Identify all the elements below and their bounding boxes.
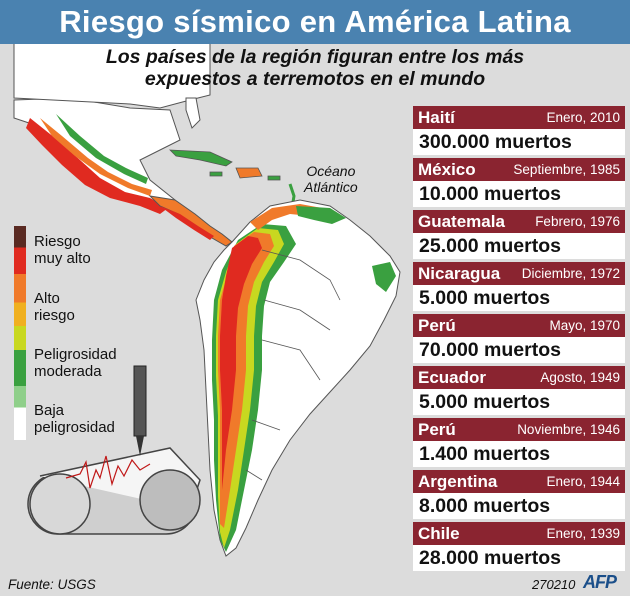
earthquake-date: Septiembre, 1985 [513,162,620,177]
earthquake-entry: México Septiembre, 1985 10.000 muertos [413,158,625,210]
earthquake-header: Perú Mayo, 1970 [413,314,625,337]
graphic-code: 270210 [532,577,576,592]
page-subtitle: Los países de la región figuran entre lo… [0,46,630,90]
earthquake-entry: Haití Enero, 2010 300.000 muertos [413,106,625,158]
country-borders [245,249,341,481]
earthquake-header: Haití Enero, 2010 [413,106,625,129]
earthquake-header: México Septiembre, 1985 [413,158,625,181]
earthquake-entry: Guatemala Febrero, 1976 25.000 muertos [413,210,625,262]
earthquake-country: Perú [418,315,456,335]
mexico-moderate-band [56,114,148,184]
earthquake-entry: Ecuador Agosto, 1949 5.000 muertos [413,366,625,418]
earthquake-deaths: 1.400 muertos [413,441,625,467]
earthquake-entry: Nicaragua Diciembre, 1972 5.000 muertos [413,262,625,314]
legend-swatch-moderate [14,326,26,386]
subtitle-line-2: expuestos a terremotos en el mundo [144,68,486,90]
legend-swatch-low [14,386,26,440]
central-america-risk [160,206,214,240]
brazil-east-tip [372,262,396,292]
earthquake-country: Argentina [418,471,498,491]
earthquake-header: Ecuador Agosto, 1949 [413,366,625,389]
earthquake-date: Diciembre, 1972 [521,266,620,281]
earthquake-country: México [418,159,476,179]
source-credit: Fuente: USGS [8,577,96,592]
earthquake-date: Enero, 1944 [546,474,620,489]
earthquake-deaths: 25.000 muertos [413,233,625,259]
earthquake-header: Chile Enero, 1939 [413,522,625,545]
central-america-landmass [148,195,233,247]
legend-item-very-high: Riesgo muy alto [34,233,91,267]
earthquake-date: Agosto, 1949 [540,370,620,385]
earthquake-country: Guatemala [418,211,505,231]
earthquake-header: Perú Noviembre, 1946 [413,418,625,441]
earthquake-date: Enero, 2010 [546,110,620,125]
earthquake-entry: Perú Noviembre, 1946 1.400 muertos [413,418,625,470]
legend-swatch-very-high [14,226,26,274]
earthquake-deaths: 10.000 muertos [413,181,625,207]
earthquake-deaths: 300.000 muertos [413,129,625,155]
legend-item-high: Alto riesgo [34,290,75,324]
earthquake-date: Febrero, 1976 [535,214,620,229]
earthquake-country: Perú [418,419,456,439]
ocean-label-line-2: Atlántico [304,179,358,195]
ocean-label: Océano Atlántico [304,163,358,195]
legend-item-moderate: Peligrosidad moderada [34,346,117,380]
mexico-risk-band [26,118,168,214]
page-title: Riesgo sísmico en América Latina [0,0,630,44]
earthquake-header: Argentina Enero, 1944 [413,470,625,493]
earthquake-country: Haití [418,107,455,127]
earthquake-entry: Perú Mayo, 1970 70.000 muertos [413,314,625,366]
hispaniola [235,167,263,179]
earthquake-deaths: 5.000 muertos [413,285,625,311]
earthquake-header: Nicaragua Diciembre, 1972 [413,262,625,285]
earthquake-deaths: 5.000 muertos [413,389,625,415]
earthquake-country: Ecuador [418,367,487,387]
legend-item-low: Baja peligrosidad [34,402,115,436]
puerto-rico [267,175,281,181]
earthquake-country: Chile [418,523,460,543]
andes-very-high-band [220,236,262,490]
seismograph-illustration [27,365,201,535]
earthquake-entry: Chile Enero, 1939 28.000 muertos [413,522,625,574]
subtitle-line-1: Los países de la región figuran entre lo… [105,46,525,68]
earthquake-date: Noviembre, 1946 [517,422,620,437]
earthquake-header: Guatemala Febrero, 1976 [413,210,625,233]
northern-coast-moderate [296,206,346,224]
earthquake-date: Mayo, 1970 [549,318,620,333]
ocean-label-line-1: Océano [306,163,356,179]
jamaica [209,171,223,177]
earthquake-date: Enero, 1939 [546,526,620,541]
mexico-high-band [40,118,152,196]
cuba [168,149,233,167]
florida [185,97,201,129]
earthquake-deaths: 8.000 muertos [413,493,625,519]
earthquake-deaths: 70.000 muertos [413,337,625,363]
earthquake-country: Nicaragua [418,263,501,283]
earthquake-deaths: 28.000 muertos [413,545,625,571]
earthquake-list: Haití Enero, 2010 300.000 muertos México… [413,106,625,574]
legend-swatch-high [14,274,26,326]
afp-logo: AFP [583,572,617,592]
earthquake-entry: Argentina Enero, 1944 8.000 muertos [413,470,625,522]
